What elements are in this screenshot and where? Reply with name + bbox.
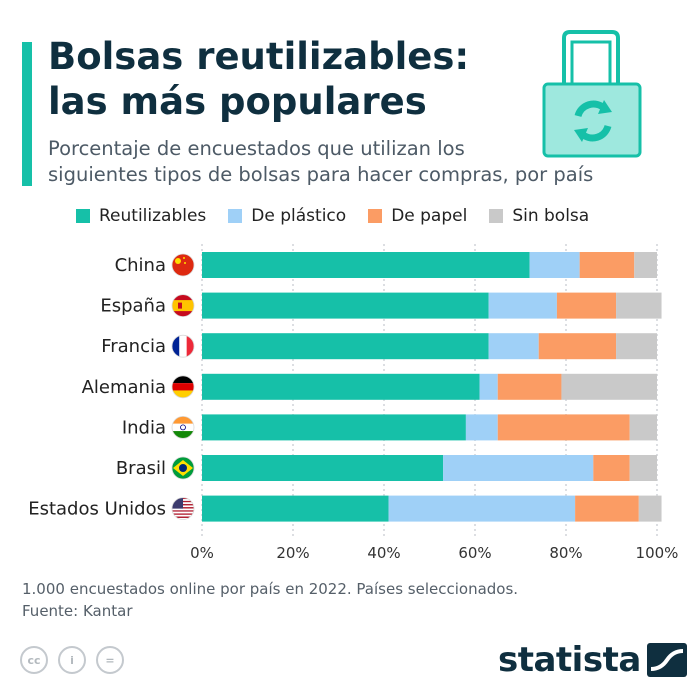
page-title: Bolsas reutilizables: las más populares — [48, 34, 469, 124]
flag-icon-españa — [171, 294, 195, 317]
bar-segment-reutilizables — [202, 373, 480, 400]
title-accent-bar — [22, 42, 32, 186]
bar-segment-reutilizables — [202, 495, 389, 522]
bar-segment-de-plástico — [488, 292, 557, 319]
bar-segment-reutilizables — [202, 455, 444, 481]
bar-segment-de-papel — [579, 252, 635, 278]
title-line-1: Bolsas reutilizables: — [48, 35, 470, 78]
bar-segment-sin-bolsa — [638, 495, 662, 522]
legend-item-0: Reutilizables — [76, 206, 206, 226]
statista-mark-icon — [646, 643, 687, 677]
bar-segment-sin-bolsa — [629, 455, 657, 481]
bar-segment-de-papel — [497, 373, 562, 400]
bar-segment-reutilizables — [202, 292, 489, 319]
bar-segment-de-plástico — [488, 333, 539, 360]
statista-logo[interactable]: statista — [498, 640, 687, 680]
bar-segment-de-papel — [497, 414, 630, 441]
legend-label: De papel — [391, 206, 468, 226]
category-label: Estados Unidos — [28, 499, 166, 520]
legend-swatch — [228, 209, 243, 223]
brand-name: statista — [498, 640, 641, 680]
subtitle: Porcentaje de encuestados que utilizan l… — [48, 136, 668, 188]
bar-segment-reutilizables — [202, 333, 489, 360]
legend-label: Sin bolsa — [512, 206, 590, 226]
bar-segment-de-papel — [556, 292, 617, 319]
creative-commons-icons: cc i = — [20, 646, 134, 674]
no-derivatives-icon[interactable]: = — [96, 646, 124, 674]
category-label: India — [122, 417, 166, 438]
title-line-2: las más populares — [48, 80, 427, 123]
bar-segment-sin-bolsa — [561, 373, 657, 400]
legend-swatch — [76, 209, 90, 223]
category-label: China — [115, 255, 166, 276]
legend-item-3: Sin bolsa — [489, 206, 589, 226]
legend-swatch — [489, 209, 504, 223]
bar-segment-de-plástico — [529, 252, 580, 278]
attribution-icon[interactable]: i — [58, 646, 86, 674]
subtitle-line-2: siguientes tipos de bolsas para hacer co… — [48, 163, 594, 186]
flag-icon-brasil — [171, 456, 195, 480]
legend-label: De plástico — [251, 206, 347, 226]
chart-legend: Reutilizables De plástico De papel Sin bols… — [76, 206, 611, 226]
bar-segment-de-plástico — [388, 495, 576, 522]
bar-segment-de-plástico — [479, 373, 498, 400]
flag-icon-alemania — [171, 375, 195, 399]
flag-icon-india — [171, 415, 195, 439]
footnote: 1.000 encuestados online por país en 202… — [22, 578, 518, 622]
source-note: Fuente: Kantar — [22, 602, 133, 620]
flag-icon-francia — [171, 334, 195, 358]
cc-icon[interactable]: cc — [20, 646, 48, 674]
x-tick-label: 100% — [636, 544, 679, 562]
bar-segment-de-papel — [575, 495, 639, 522]
stacked-bar-chart: 0% 20% 40% 60% 80% 100% China España Francia Alem… — [28, 244, 679, 562]
bar-segment-de-papel — [538, 333, 617, 360]
bar-segment-sin-bolsa — [616, 292, 662, 319]
x-tick-label: 80% — [549, 544, 582, 562]
x-tick-label: 0% — [190, 544, 214, 562]
bar-segment-sin-bolsa — [634, 252, 657, 278]
legend-item-1: De plástico — [228, 206, 346, 226]
bar-segment-de-papel — [593, 455, 630, 481]
legend-label: Reutilizables — [99, 206, 207, 226]
bar-segment-sin-bolsa — [629, 414, 657, 441]
bar-segment-de-plástico — [465, 414, 498, 441]
x-tick-label: 40% — [367, 544, 400, 562]
reusable-bag-icon — [542, 30, 642, 158]
x-tick-label: 20% — [276, 544, 309, 562]
flag-icon-china — [171, 253, 195, 277]
category-label: Francia — [101, 336, 166, 357]
category-label: Alemania — [82, 377, 166, 398]
bar-segment-sin-bolsa — [616, 333, 657, 360]
bar-segment-de-plástico — [443, 455, 594, 481]
bar-segment-reutilizables — [202, 252, 530, 278]
flag-icon-estados-unidos — [171, 497, 195, 521]
category-label: Brasil — [116, 458, 166, 479]
legend-item-2: De papel — [368, 206, 467, 226]
survey-note: 1.000 encuestados online por país en 202… — [22, 580, 519, 598]
legend-swatch — [368, 209, 383, 223]
category-label: España — [100, 296, 166, 317]
subtitle-line-1: Porcentaje de encuestados que utilizan l… — [48, 137, 465, 160]
x-tick-label: 60% — [458, 544, 491, 562]
bar-segment-reutilizables — [202, 414, 466, 441]
